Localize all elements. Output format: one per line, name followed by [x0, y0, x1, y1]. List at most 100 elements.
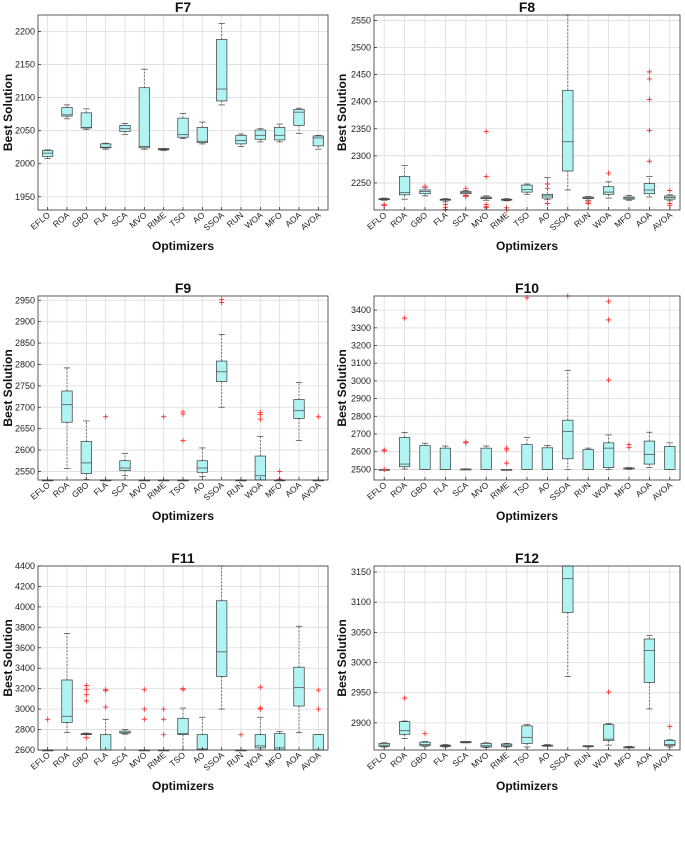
outlier-marker — [606, 317, 612, 323]
y-tick-label: 2950 — [351, 688, 371, 698]
x-tick-label: SCA — [450, 750, 470, 769]
x-tick-label: MFO — [612, 480, 633, 500]
chart-f10: F10 2500 2600 2700 2800 2900 3000 3100 3200 3300 3… — [335, 280, 681, 523]
y-axis-label: Best Solution — [335, 349, 349, 426]
iqr-box — [643, 183, 656, 195]
iqr-box — [541, 447, 554, 470]
box-avoa — [664, 187, 676, 209]
box-rime — [501, 445, 513, 471]
outlier-marker — [504, 460, 510, 466]
iqr-box — [399, 176, 411, 196]
y-axis-label: Best Solution — [335, 619, 349, 696]
x-tick-label: GBO — [408, 210, 429, 230]
x-tick-label: FLA — [92, 480, 111, 498]
x-tick-label: WOA — [243, 210, 265, 231]
x-tick-label: SCA — [450, 480, 470, 499]
box-roa — [399, 315, 411, 470]
y-tick-label: 2050 — [15, 126, 35, 136]
iqr-box — [439, 447, 451, 470]
outlier-marker — [402, 695, 408, 701]
iqr-box — [216, 39, 228, 102]
x-tick-label: SCA — [109, 210, 129, 229]
outlier-marker — [103, 704, 109, 710]
outlier-marker — [103, 414, 109, 420]
x-tick-label: TSO — [167, 480, 187, 499]
outlier-marker — [315, 687, 321, 693]
x-tick-label: MVO — [469, 750, 491, 770]
box-woa — [254, 128, 266, 143]
box-avoa — [312, 134, 324, 150]
x-tick-label: MFO — [263, 480, 284, 500]
y-axis-label: Best Solution — [1, 619, 15, 696]
box-mfo — [623, 194, 635, 201]
y-tick-label: 2300 — [351, 151, 371, 161]
iqr-box — [61, 390, 73, 423]
y-tick-label: 4000 — [15, 602, 35, 612]
y-tick-label: 2250 — [351, 178, 371, 188]
outlier-marker — [141, 687, 147, 693]
y-tick-label: 3000 — [351, 376, 371, 386]
x-tick-label: MVO — [469, 480, 491, 500]
outlier-marker — [257, 706, 263, 712]
y-tick-label: 2800 — [15, 725, 35, 735]
iqr-box — [480, 447, 492, 470]
x-tick-label: SSOA — [201, 750, 226, 773]
outlier-marker — [504, 447, 510, 453]
box-tso — [521, 724, 533, 748]
box-roa — [399, 165, 411, 200]
y-tick-label: 2000 — [15, 159, 35, 169]
y-axis-label: Best Solution — [1, 349, 15, 426]
y-tick-label: 2850 — [15, 338, 35, 348]
x-tick-label: ROA — [51, 480, 72, 500]
x-tick-label: MFO — [612, 210, 633, 230]
iqr-box — [177, 117, 189, 138]
x-tick-label: GBO — [408, 750, 429, 770]
iqr-box — [312, 135, 324, 147]
chart-title: F7 — [175, 0, 192, 15]
x-tick-label: MVO — [127, 210, 149, 230]
x-tick-label: MVO — [127, 480, 149, 500]
iqr-box — [521, 725, 533, 744]
box-run — [582, 745, 594, 748]
x-tick-label: AVOA — [299, 750, 323, 773]
outlier-marker — [180, 411, 186, 417]
iqr-box — [196, 460, 208, 473]
box-gbo — [80, 420, 92, 480]
outlier-marker — [161, 716, 167, 722]
y-tick-label: 3400 — [15, 663, 35, 673]
iqr-box — [602, 724, 615, 741]
x-tick-label: SSOA — [201, 480, 226, 503]
x-tick-label: ROA — [51, 210, 72, 230]
outlier-marker — [257, 684, 263, 690]
box-sca — [460, 439, 472, 471]
outlier-marker — [83, 735, 89, 741]
box-eflo — [378, 742, 390, 748]
outlier-marker — [45, 716, 51, 722]
x-tick-label: WOA — [591, 750, 613, 771]
iqr-box — [664, 446, 676, 470]
iqr-box — [80, 441, 92, 474]
box-aoa — [293, 382, 305, 442]
iqr-box — [196, 127, 208, 143]
x-tick-label: RUN — [572, 210, 593, 230]
y-tick-label: 3300 — [351, 323, 371, 333]
x-tick-label: RIME — [145, 210, 168, 232]
outlier-marker — [141, 716, 147, 722]
box-mvo — [480, 445, 492, 470]
outlier-marker — [103, 688, 109, 694]
x-tick-label: SSOA — [201, 210, 226, 233]
x-tick-label: MFO — [612, 750, 633, 770]
chart-title: F12 — [515, 550, 539, 566]
x-tick-label: EFLO — [365, 750, 389, 772]
box-ao — [541, 744, 554, 747]
box-ssoa — [216, 296, 228, 408]
iqr-box — [582, 449, 594, 470]
y-tick-label: 2800 — [15, 359, 35, 369]
outlier-marker — [219, 299, 225, 306]
iqr-box — [419, 741, 431, 747]
iqr-box — [254, 455, 266, 481]
box-aoa — [293, 107, 305, 134]
y-tick-label: 4200 — [15, 581, 35, 591]
chart-f12: F12 2900 2950 3000 3050 3100 3150 EFLO ROA GBO FLA… — [335, 550, 681, 793]
iqr-box — [216, 360, 228, 382]
